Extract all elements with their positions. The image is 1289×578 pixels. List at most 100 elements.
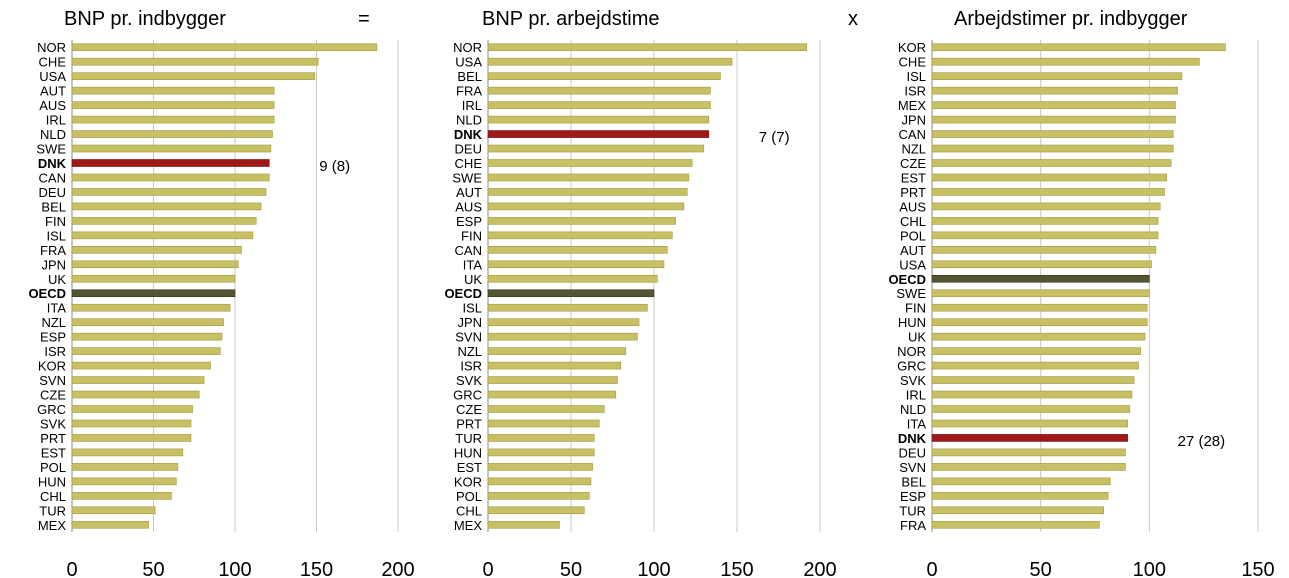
bar [71, 130, 273, 138]
bar [487, 463, 593, 471]
bar-highlight [71, 159, 270, 167]
bar-oecd [931, 274, 1150, 283]
category-label: UK [908, 330, 926, 345]
bar [487, 86, 711, 95]
category-label: ISR [904, 84, 926, 99]
bar [931, 246, 1157, 254]
category-label: POL [456, 489, 482, 504]
category-label: CAN [39, 170, 66, 185]
x-tick-label: 50 [142, 559, 164, 578]
category-label: FRA [456, 84, 482, 99]
bar [931, 347, 1141, 355]
bar [487, 188, 688, 196]
category-label: GRC [37, 402, 66, 417]
bar [487, 260, 665, 269]
bar [931, 405, 1131, 413]
category-label: NLD [40, 127, 66, 142]
bar [71, 477, 177, 486]
category-label: NLD [456, 113, 482, 128]
category-label: JPN [901, 113, 926, 128]
category-label: GRC [453, 388, 482, 403]
category-label: SVN [899, 460, 926, 475]
bar [487, 217, 676, 225]
category-label: POL [900, 228, 926, 243]
category-label: PRT [456, 416, 482, 431]
category-label: UK [48, 272, 66, 287]
bar [71, 101, 275, 109]
bar [931, 303, 1148, 312]
bar [931, 390, 1133, 399]
category-label: AUT [40, 84, 66, 99]
bar [487, 274, 658, 283]
bar [931, 72, 1183, 80]
category-label: CZE [456, 402, 482, 417]
bar [487, 246, 668, 254]
bar [487, 376, 618, 384]
bar [71, 115, 275, 124]
bar [71, 318, 224, 326]
chart-title-hours-per-capita: Arbejdstimer pr. indbygger [954, 8, 1188, 30]
category-label: AUT [456, 185, 482, 200]
category-label: CZE [900, 156, 926, 171]
category-label: CHE [899, 55, 927, 70]
bar [487, 390, 617, 399]
bar [931, 57, 1200, 66]
category-label: NLD [900, 402, 926, 417]
bar [931, 448, 1126, 457]
bar [931, 202, 1161, 211]
bar [931, 477, 1111, 486]
category-label: CAN [455, 243, 482, 258]
x-tick-label: 0 [926, 559, 937, 578]
category-label: ISL [906, 69, 926, 84]
bar [487, 57, 733, 66]
bar [487, 448, 595, 457]
bar [71, 376, 205, 384]
x-tick-label: 100 [1133, 559, 1166, 578]
x-tick-label: 100 [218, 559, 251, 578]
bar [71, 260, 239, 269]
bar-oecd [487, 289, 655, 298]
category-label: EST [457, 460, 482, 475]
chart-title-gdp-per-hour: BNP pr. arbejdstime [482, 8, 660, 30]
bar [931, 520, 1100, 529]
category-label: ITA [47, 301, 67, 316]
bar [71, 72, 316, 80]
category-label: SVN [39, 373, 66, 388]
category-label: AUS [899, 199, 926, 214]
category-label: GRC [897, 359, 926, 374]
category-label: SVN [455, 330, 482, 345]
bar [71, 217, 257, 225]
category-label: TUR [899, 503, 926, 518]
bar [487, 303, 648, 312]
category-label: FIN [905, 301, 926, 316]
bar [931, 332, 1146, 341]
bar [931, 463, 1126, 471]
bar [71, 434, 192, 442]
category-label: NZL [901, 142, 926, 157]
bar [487, 332, 638, 341]
category-label: DNK [454, 127, 483, 142]
bar [931, 217, 1159, 225]
x-tick-label: 150 [300, 559, 333, 578]
category-label: BEL [457, 69, 482, 84]
category-label: ISR [460, 359, 482, 374]
bar [931, 260, 1152, 269]
category-label: KOR [38, 359, 66, 374]
x-tick-label: 0 [66, 559, 77, 578]
x-tick-label: 200 [803, 559, 836, 578]
bar [71, 274, 236, 283]
bar [71, 246, 242, 254]
times-operator: x [848, 8, 858, 30]
category-label: CAN [899, 127, 926, 142]
bar-highlight [931, 434, 1128, 442]
category-label: KOR [454, 474, 482, 489]
rank-annotation: 9 (8) [319, 158, 350, 175]
bar [931, 376, 1135, 384]
category-label: CHL [40, 489, 66, 504]
bar [71, 43, 378, 52]
x-tick-label: 100 [637, 559, 670, 578]
category-label: USA [455, 55, 482, 70]
bar [487, 318, 640, 326]
category-label: CHL [456, 503, 482, 518]
bar [487, 405, 605, 413]
